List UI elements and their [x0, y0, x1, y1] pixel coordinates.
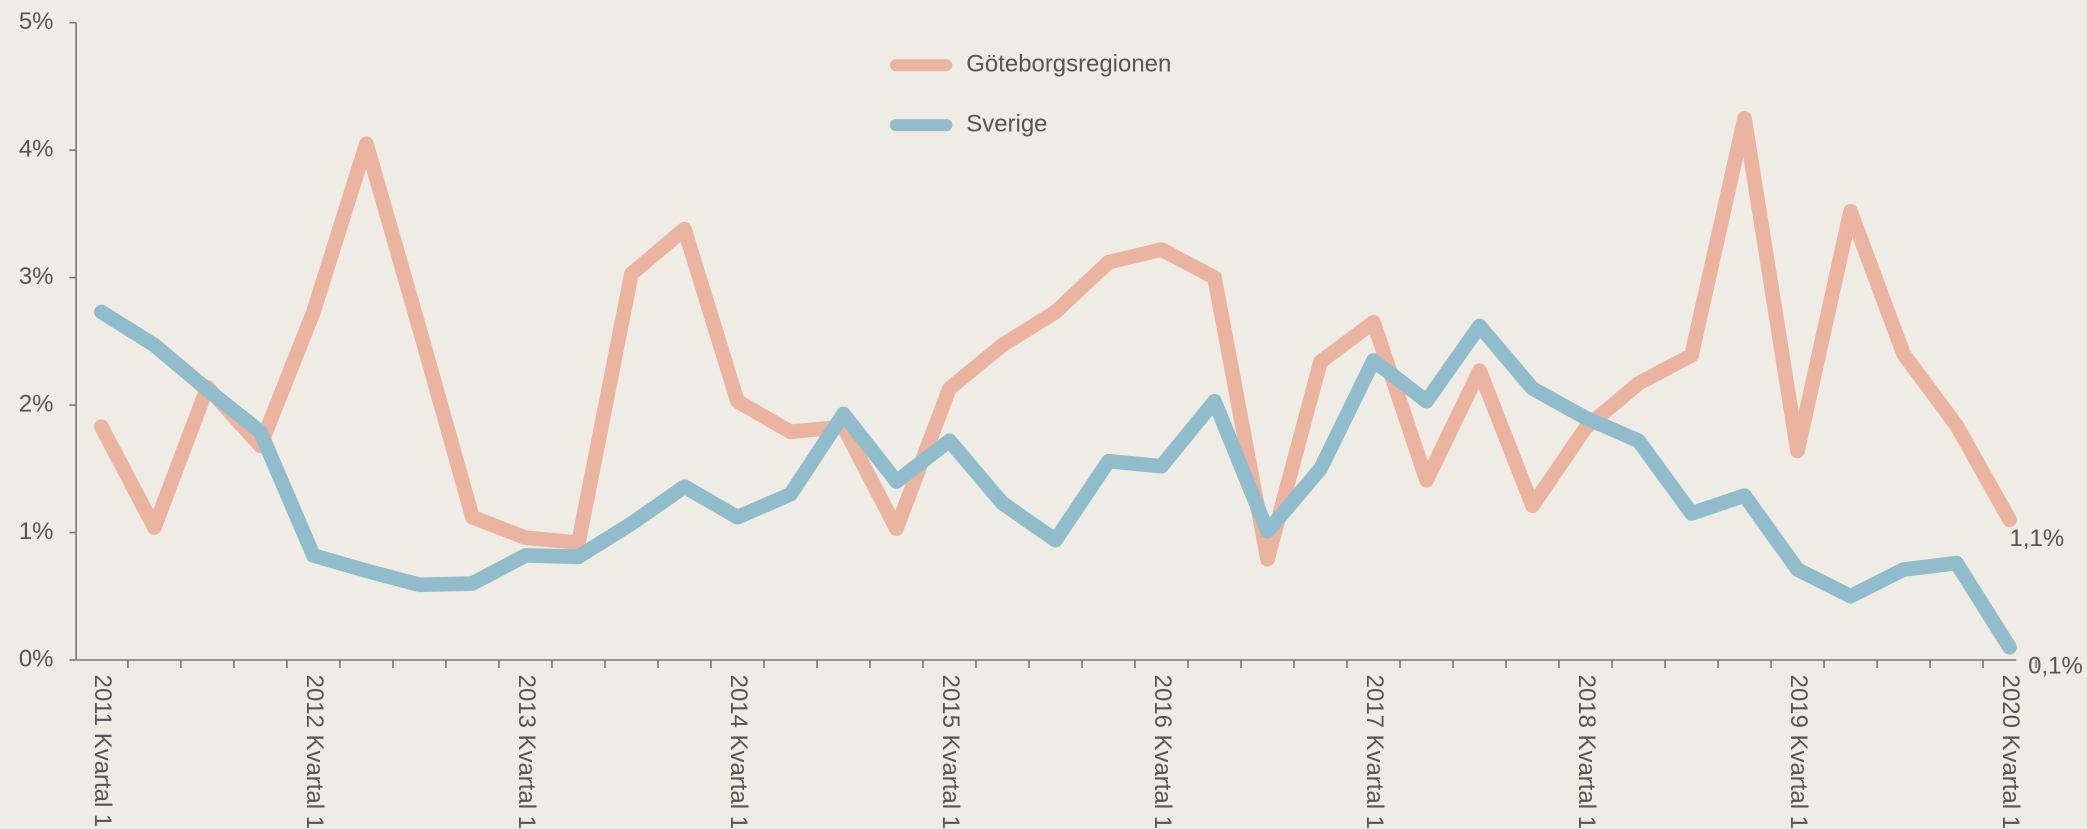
y-tick-label: 0%	[19, 645, 54, 672]
x-tick-label: 2017 Kvartal 1	[1361, 675, 1388, 829]
legend-label: Sverige	[966, 110, 1047, 137]
y-tick-label: 4%	[19, 135, 54, 162]
x-tick-label: 2016 Kvartal 1	[1149, 675, 1176, 829]
legend-label: Göteborgsregionen	[966, 51, 1171, 78]
data-label: 1,1%	[2010, 525, 2065, 552]
x-tick-label: 2011 Kvartal 1	[89, 675, 116, 828]
x-tick-label: 2014 Kvartal 1	[725, 675, 752, 829]
x-tick-label: 2015 Kvartal 1	[937, 675, 964, 829]
x-tick-label: 2018 Kvartal 1	[1573, 675, 1600, 829]
x-tick-label: 2019 Kvartal 1	[1785, 675, 1812, 829]
y-tick-label: 1%	[19, 518, 54, 545]
y-tick-label: 2%	[19, 390, 54, 417]
x-tick-label: 2013 Kvartal 1	[513, 675, 540, 829]
data-label: 0,1%	[2028, 653, 2083, 680]
series-line	[94, 110, 2017, 567]
y-tick-label: 3%	[19, 263, 54, 290]
x-tick-label: 2020 Kvartal 1	[1997, 675, 2024, 829]
series-line	[94, 304, 2017, 655]
x-tick-label: 2012 Kvartal 1	[301, 675, 328, 829]
y-tick-label: 5%	[19, 8, 54, 35]
